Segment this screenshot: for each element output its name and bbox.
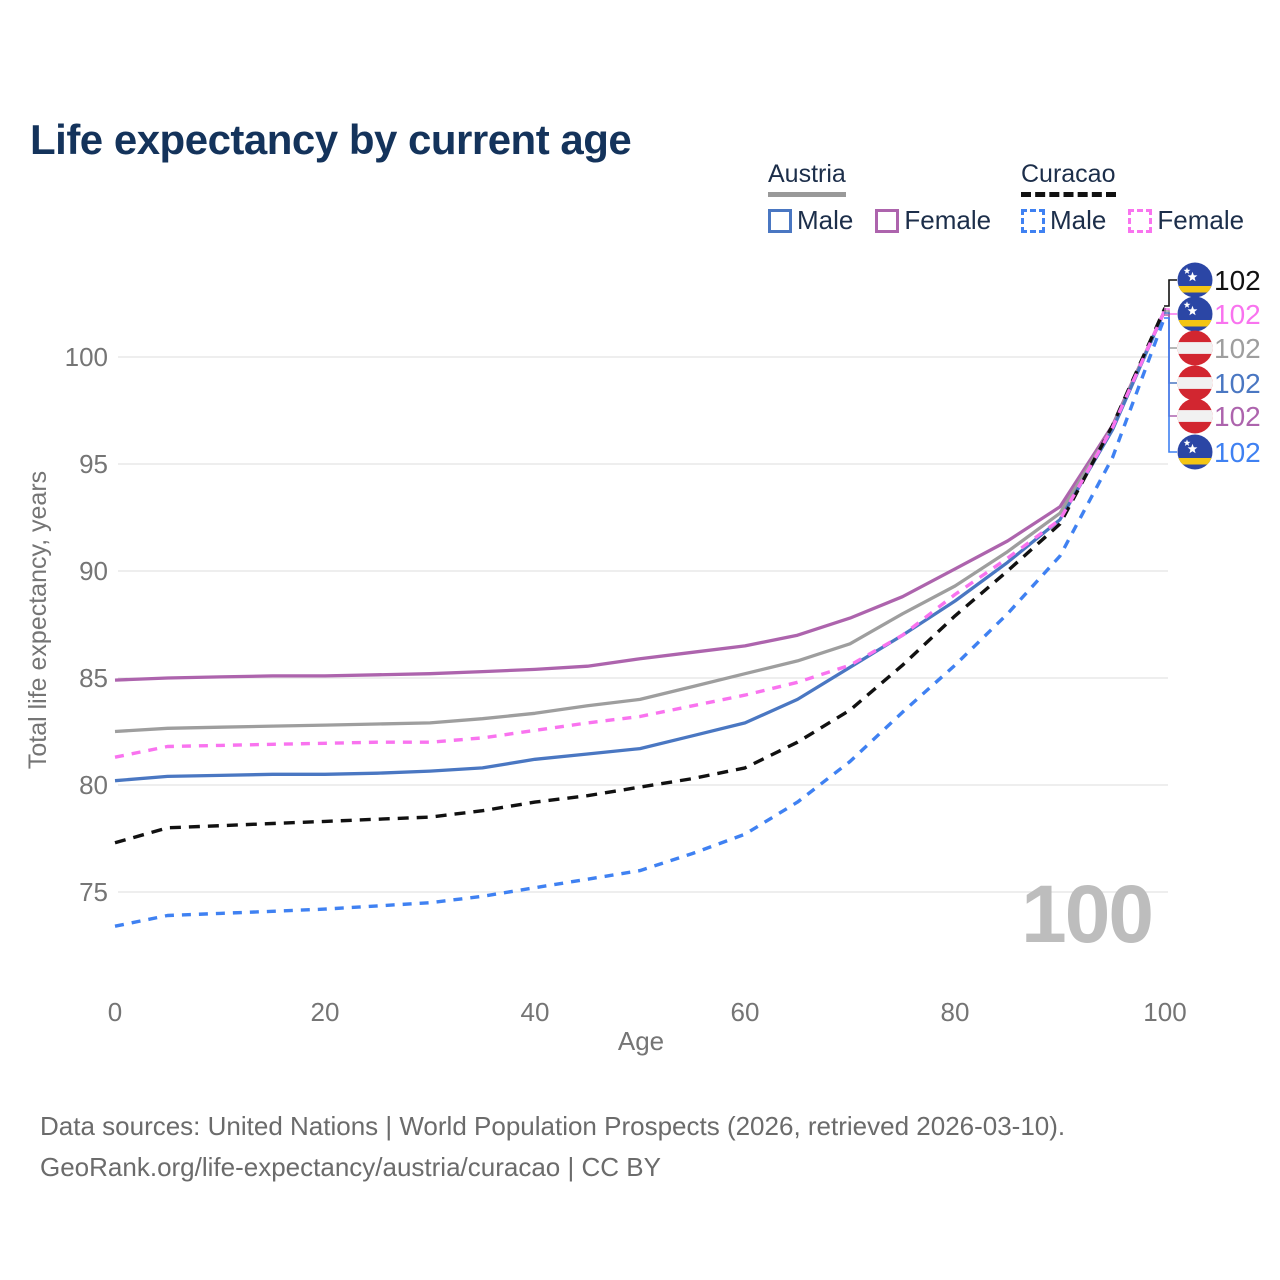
y-tick-label-80: 80 [79, 770, 108, 800]
x-tick-label-0: 0 [108, 997, 122, 1027]
legend-group-austria: Austria Male Female [768, 160, 1007, 236]
y-tick-label-90: 90 [79, 556, 108, 586]
x-tick-label-60: 60 [731, 997, 760, 1027]
legend: Austria Male Female Curacao Male [0, 160, 1280, 250]
legend-label-austria-male: Male [797, 205, 854, 235]
series-line-curacao-male[interactable] [114, 315, 1167, 928]
leader-line-austria [1164, 310, 1177, 349]
curacao-flag-icon [1177, 296, 1213, 332]
austria-flag-icon [1177, 398, 1213, 434]
legend-swatch-curacao-male[interactable] [1021, 208, 1045, 233]
data-sources-line: Data sources: United Nations | World Pop… [40, 1111, 1066, 1141]
x-tick-label-80: 80 [941, 997, 970, 1027]
legend-item-curacao-female: Female [1128, 205, 1244, 236]
legend-item-austria-female: Female [875, 205, 991, 236]
series-line-austria[interactable] [114, 309, 1167, 734]
series-line-austria-female[interactable] [114, 309, 1167, 682]
life-expectancy-chart: 75 80 85 90 95 100 0 20 40 60 80 100 Age Total life e… [24, 262, 1261, 1056]
age-frame-watermark: 100 [1021, 869, 1152, 960]
y-tick-label-85: 85 [79, 663, 108, 693]
legend-swatch-austria-male[interactable] [768, 208, 792, 233]
series-line-austria-male[interactable] [114, 309, 1167, 783]
footer: Data sources: United Nations | World Pop… [40, 1106, 1065, 1188]
leader-line-austria-female [1164, 314, 1177, 417]
y-tick-label-100: 100 [65, 342, 108, 372]
legend-swatch-austria-female[interactable] [875, 208, 900, 233]
end-value-label-austria: 102 [1214, 333, 1261, 364]
legend-item-curacao-male: Male [1021, 205, 1106, 236]
x-tick-label-20: 20 [311, 997, 340, 1027]
leader-line-curacao [1164, 279, 1177, 307]
legend-item-austria-male: Male [768, 205, 853, 236]
legend-label-austria-female: Female [904, 205, 992, 235]
attribution-line: GeoRank.org/life-expectancy/austria/cura… [40, 1152, 661, 1182]
end-value-label-curacao: 102 [1214, 265, 1261, 296]
legend-swatch-curacao-female[interactable] [1128, 208, 1153, 233]
y-axis-title: Total life expectancy, years [24, 471, 52, 769]
legend-group-curacao: Curacao Male Female [1021, 160, 1260, 236]
x-tick-label-40: 40 [521, 997, 550, 1027]
legend-label-curacao-female: Female [1157, 205, 1245, 235]
curacao-flag-icon [1177, 434, 1213, 470]
legend-label-curacao-male: Male [1050, 205, 1107, 235]
end-value-label-curacao-female: 102 [1214, 299, 1261, 330]
end-value-label-austria-male: 102 [1214, 368, 1261, 399]
leader-line-curacao-male [1164, 317, 1177, 453]
page-title: Life expectancy by current age [30, 116, 632, 164]
austria-flag-icon [1177, 330, 1213, 366]
x-tick-label-100: 100 [1143, 997, 1186, 1027]
y-tick-label-75: 75 [79, 877, 108, 907]
austria-flag-icon [1177, 365, 1213, 401]
end-value-label-austria-female: 102 [1214, 401, 1261, 432]
x-axis-title: Age [618, 1026, 664, 1056]
legend-country-curacao[interactable]: Curacao [1021, 160, 1116, 197]
y-tick-label-95: 95 [79, 449, 108, 479]
end-value-label-curacao-male: 102 [1214, 437, 1261, 468]
legend-country-austria[interactable]: Austria [768, 160, 846, 197]
curacao-flag-icon [1177, 262, 1213, 298]
series-line-curacao[interactable] [114, 307, 1167, 845]
series-line-curacao-female[interactable] [114, 309, 1167, 759]
